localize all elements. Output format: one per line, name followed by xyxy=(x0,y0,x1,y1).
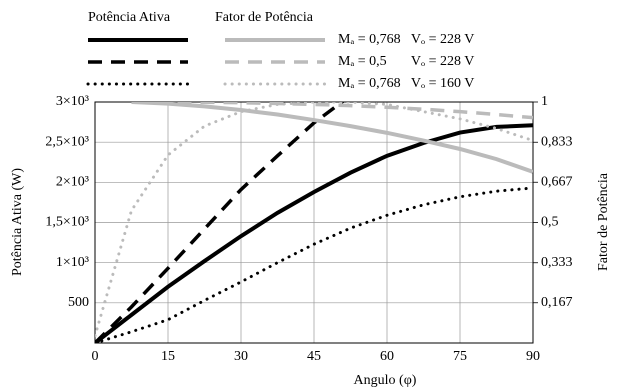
y2-tick-label: 0,333 xyxy=(541,255,573,270)
legend-group-title: Potência Ativa xyxy=(88,10,171,25)
y2-tick-label: 0,667 xyxy=(541,174,573,189)
y2-axis-label: Fator de Potência xyxy=(596,172,611,271)
plot-lines xyxy=(95,102,533,343)
x-tick-label: 45 xyxy=(307,349,321,364)
legend-label: Mₐ = 0,5 Vₒ = 228 V xyxy=(338,54,474,69)
data-line xyxy=(95,123,533,343)
data-line xyxy=(95,102,533,338)
data-line xyxy=(131,102,533,120)
x-tick-label: 90 xyxy=(526,349,540,364)
x-axis-label: Angulo (φ) xyxy=(354,373,417,388)
x-tick-label: 15 xyxy=(161,349,175,364)
legend-group-title: Fator de Potência xyxy=(215,10,314,25)
x-tick-label: 60 xyxy=(380,349,394,364)
data-line xyxy=(95,102,345,343)
x-tick-label: 30 xyxy=(234,349,248,364)
x-tick-label: 0 xyxy=(92,349,99,364)
y-tick-label: 1×10³ xyxy=(56,255,89,270)
x-tick-label: 75 xyxy=(453,349,467,364)
y-tick-label: 1,5×10³ xyxy=(45,215,89,230)
y2-tick-label: 0,5 xyxy=(541,215,559,230)
legend-label: Mₐ = 0,768 Vₒ = 228 V xyxy=(338,32,474,47)
y2-tick-label: 0,167 xyxy=(541,295,573,310)
y-tick-label: 2,5×10³ xyxy=(45,134,89,149)
data-line xyxy=(131,102,533,174)
y-tick-label: 2×10³ xyxy=(56,175,89,190)
y-tick-label: 3×10³ xyxy=(56,94,89,109)
y-axis-label: Potência Ativa (W) xyxy=(10,168,25,276)
legend-label: Mₐ = 0,768 Vₒ = 160 V xyxy=(338,76,474,91)
data-line xyxy=(95,186,533,343)
y2-tick-label: 1 xyxy=(541,94,548,109)
y-tick-label: 500 xyxy=(68,295,89,310)
y2-tick-label: 0,833 xyxy=(541,134,573,149)
